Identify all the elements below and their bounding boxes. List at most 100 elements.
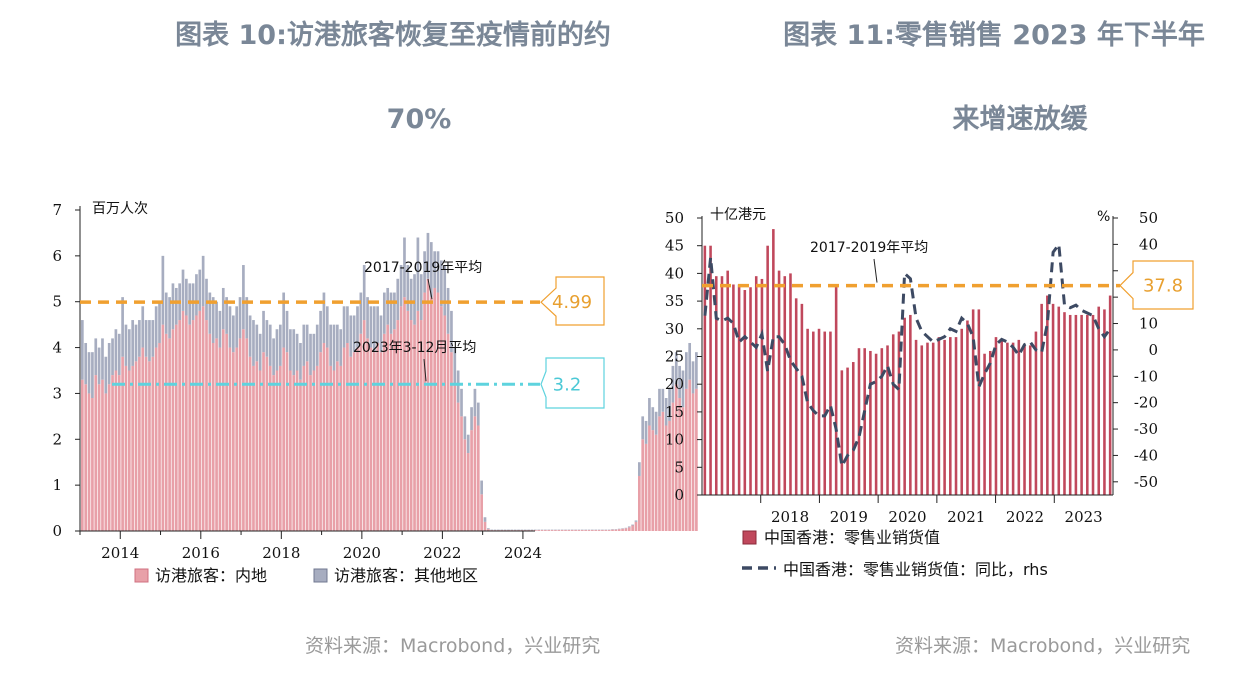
bar-other xyxy=(101,338,104,380)
bar-retail-sales xyxy=(783,276,787,495)
left-title-line2: 70% xyxy=(386,104,452,135)
legend-label-retail-yoy: 中国香港：零售业销货值：同比，rhs xyxy=(783,560,1048,579)
y-tick-label: 0 xyxy=(52,522,62,540)
bar-mainland xyxy=(473,416,477,531)
bar-other xyxy=(111,338,114,376)
bar-retail-sales xyxy=(714,276,718,495)
bar-mainland xyxy=(601,530,604,531)
bar-retail-sales xyxy=(829,331,832,495)
bar-other xyxy=(325,306,329,348)
bar-mainland xyxy=(218,347,222,531)
bar-other xyxy=(211,297,215,343)
bar-mainland xyxy=(597,530,601,531)
bar-retail-sales xyxy=(800,303,804,495)
bar-other xyxy=(148,320,151,362)
bar-mainland xyxy=(188,324,192,531)
bar-retail-sales xyxy=(749,287,752,495)
bar-other xyxy=(446,287,450,334)
bar-retail-sales xyxy=(988,350,992,495)
bar-mainland xyxy=(352,352,356,531)
bar-mainland xyxy=(121,356,124,531)
bar-mainland xyxy=(238,338,242,531)
bar-mainland xyxy=(634,521,638,531)
bar-other xyxy=(450,310,453,353)
bar-mainland xyxy=(312,370,316,531)
bar-other xyxy=(379,315,383,353)
bar-retail-sales xyxy=(1028,345,1032,495)
bar-other xyxy=(248,315,252,357)
bar-other xyxy=(413,274,416,325)
bar-other xyxy=(245,297,249,339)
bar-other xyxy=(470,407,473,431)
bar-other xyxy=(433,251,437,288)
bar-mainland xyxy=(342,347,346,531)
bar-mainland xyxy=(104,393,108,531)
bar-other xyxy=(440,260,443,307)
y-tick-label: 3 xyxy=(52,384,62,402)
bar-mainland xyxy=(131,365,135,531)
bar-mainland xyxy=(349,356,353,531)
bar-other xyxy=(228,306,232,348)
bar-retail-sales xyxy=(869,350,872,495)
right-source: 资料来源：Macrobond，兴业研究 xyxy=(895,635,1191,657)
bar-mainland xyxy=(205,320,208,531)
bar-other xyxy=(168,297,171,339)
bar-other xyxy=(409,278,413,321)
y-tick-label-right: 0 xyxy=(1148,341,1158,359)
bar-other xyxy=(289,329,292,371)
bar-other xyxy=(104,356,108,394)
y-tick-label: 6 xyxy=(52,247,62,265)
bar-other xyxy=(272,338,275,376)
bar-mainland xyxy=(544,530,547,531)
x-tick-label: 2019 xyxy=(830,508,868,526)
right-title-line2: 来增速放缓 xyxy=(952,104,1088,135)
y-tick-label-right: 50 xyxy=(1139,209,1158,227)
bar-mainland xyxy=(540,530,544,531)
bar-mainland xyxy=(91,398,94,531)
bar-other xyxy=(403,237,406,298)
bar-mainland xyxy=(198,310,202,531)
y-tick-label-left: 30 xyxy=(665,320,684,338)
bar-mainland xyxy=(587,530,591,531)
bar-other xyxy=(419,274,423,321)
bar-other xyxy=(278,324,282,366)
bar-mainland xyxy=(382,333,386,531)
x-tick-label: 2020 xyxy=(343,544,381,562)
bar-mainland xyxy=(272,375,275,531)
x-tick-label: 2018 xyxy=(262,544,300,562)
bar-other xyxy=(94,338,98,376)
bar-other xyxy=(231,315,235,353)
y-tick-label-left: 10 xyxy=(665,431,684,449)
bar-retail-sales xyxy=(1080,314,1083,495)
bar-other xyxy=(174,287,178,325)
bar-mainland xyxy=(208,333,212,531)
bar-mainland xyxy=(396,320,400,531)
bar-other xyxy=(654,411,658,435)
avg-label-leader xyxy=(423,358,427,382)
right-title-line1: 图表 11:零售销售 2023 年下半年 xyxy=(783,20,1205,51)
left-source: 资料来源：Macrobond，兴业研究 xyxy=(305,635,601,657)
x-tick-label: 2014 xyxy=(101,544,139,562)
bar-other xyxy=(453,347,457,385)
bar-mainland xyxy=(476,425,480,531)
bar-other xyxy=(322,292,326,343)
bar-mainland xyxy=(322,342,326,531)
bar-retail-sales xyxy=(709,245,712,495)
bar-retail-sales xyxy=(977,309,981,495)
bar-mainland xyxy=(84,384,88,531)
bar-retail-sales xyxy=(903,317,906,495)
bar-mainland xyxy=(671,402,675,531)
y-tick-label-left: 45 xyxy=(665,237,684,255)
bar-mainland xyxy=(681,407,685,531)
bar-other xyxy=(638,462,641,476)
bar-retail-sales xyxy=(1063,312,1066,495)
bar-other xyxy=(668,388,671,421)
bar-mainland xyxy=(426,278,430,531)
bar-other xyxy=(429,242,433,298)
bar-mainland xyxy=(134,361,138,531)
y-tick-label: 5 xyxy=(52,293,62,311)
bar-other xyxy=(107,342,111,385)
bar-retail-sales xyxy=(874,353,878,495)
bar-other xyxy=(235,306,239,348)
bar-mainland xyxy=(440,306,443,531)
